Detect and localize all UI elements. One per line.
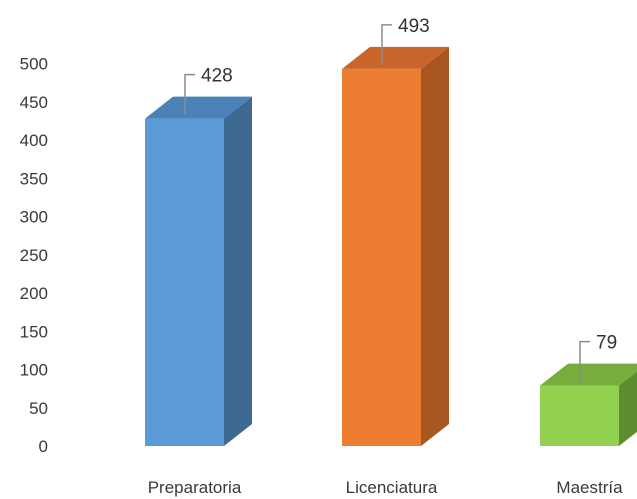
- bar-top: [145, 96, 252, 119]
- y-tick-label: 0: [39, 437, 48, 456]
- bar-side: [619, 371, 637, 446]
- x-category-label: Maestría: [556, 478, 623, 497]
- y-tick-label: 50: [29, 399, 48, 418]
- data-label: 79: [596, 333, 617, 354]
- y-tick-label: 200: [20, 284, 48, 303]
- data-label: 493: [398, 16, 430, 37]
- bar: [342, 68, 421, 446]
- x-category-label: Preparatoria: [148, 478, 242, 497]
- bar-top: [342, 46, 449, 69]
- y-tick-label: 500: [20, 55, 48, 74]
- bar: [145, 118, 224, 446]
- bar-top: [540, 363, 637, 386]
- data-label: 428: [201, 66, 233, 87]
- y-tick-label: 150: [20, 322, 48, 341]
- y-tick-label: 400: [20, 131, 48, 150]
- y-tick-label: 300: [20, 208, 48, 227]
- bar-side: [224, 96, 252, 446]
- data-label-leader: [381, 24, 392, 65]
- y-tick-label: 350: [20, 169, 48, 188]
- y-tick-label: 100: [20, 361, 48, 380]
- y-tick-label: 450: [20, 93, 48, 112]
- data-label-leader: [184, 73, 195, 115]
- bar-side: [421, 46, 449, 446]
- bar: [540, 385, 619, 446]
- y-tick-label: 250: [20, 246, 48, 265]
- data-label-leader: [579, 340, 590, 382]
- x-category-label: Licenciatura: [346, 478, 438, 497]
